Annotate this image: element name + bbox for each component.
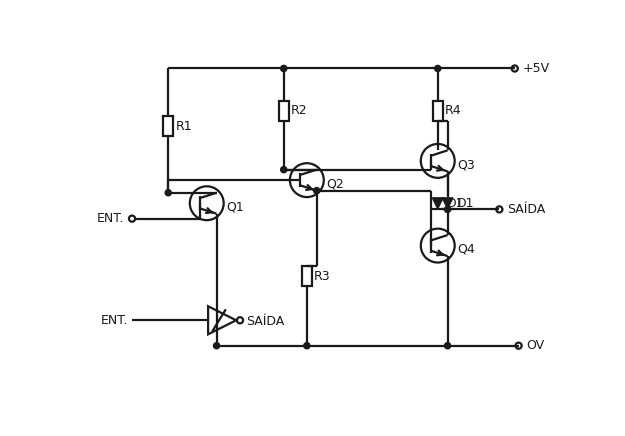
Text: Q1: Q1 xyxy=(226,201,244,214)
Circle shape xyxy=(496,206,502,212)
Text: D1: D1 xyxy=(447,197,464,210)
Circle shape xyxy=(314,187,320,194)
Text: +5V: +5V xyxy=(522,62,549,75)
Circle shape xyxy=(444,206,451,212)
Text: R3: R3 xyxy=(314,270,331,283)
Circle shape xyxy=(444,343,451,349)
Polygon shape xyxy=(432,198,443,209)
Text: SAÍDA: SAÍDA xyxy=(507,203,545,216)
Circle shape xyxy=(129,215,135,222)
Text: R1: R1 xyxy=(176,120,192,133)
Text: D1: D1 xyxy=(457,197,474,210)
Circle shape xyxy=(516,343,522,349)
Text: Q4: Q4 xyxy=(457,243,475,256)
Text: ENT.: ENT. xyxy=(101,314,128,327)
Polygon shape xyxy=(208,306,236,334)
Circle shape xyxy=(304,343,310,349)
Circle shape xyxy=(421,228,454,262)
FancyBboxPatch shape xyxy=(163,116,173,136)
Text: SAÍDA: SAÍDA xyxy=(246,315,284,328)
Circle shape xyxy=(190,186,224,220)
Polygon shape xyxy=(442,198,453,209)
Circle shape xyxy=(290,163,324,197)
Circle shape xyxy=(512,65,518,72)
Circle shape xyxy=(421,144,454,178)
Text: OV: OV xyxy=(526,339,544,352)
FancyBboxPatch shape xyxy=(432,101,442,121)
Circle shape xyxy=(237,317,243,324)
Text: Q3: Q3 xyxy=(457,158,475,171)
Circle shape xyxy=(165,190,171,196)
Text: ENT.: ENT. xyxy=(97,212,124,225)
Circle shape xyxy=(214,343,219,349)
Circle shape xyxy=(281,65,287,72)
Circle shape xyxy=(434,65,441,72)
FancyBboxPatch shape xyxy=(279,101,289,121)
FancyBboxPatch shape xyxy=(302,266,312,286)
Text: R4: R4 xyxy=(445,104,462,117)
Circle shape xyxy=(281,167,287,173)
Text: R2: R2 xyxy=(291,104,308,117)
Text: Q2: Q2 xyxy=(326,177,344,191)
